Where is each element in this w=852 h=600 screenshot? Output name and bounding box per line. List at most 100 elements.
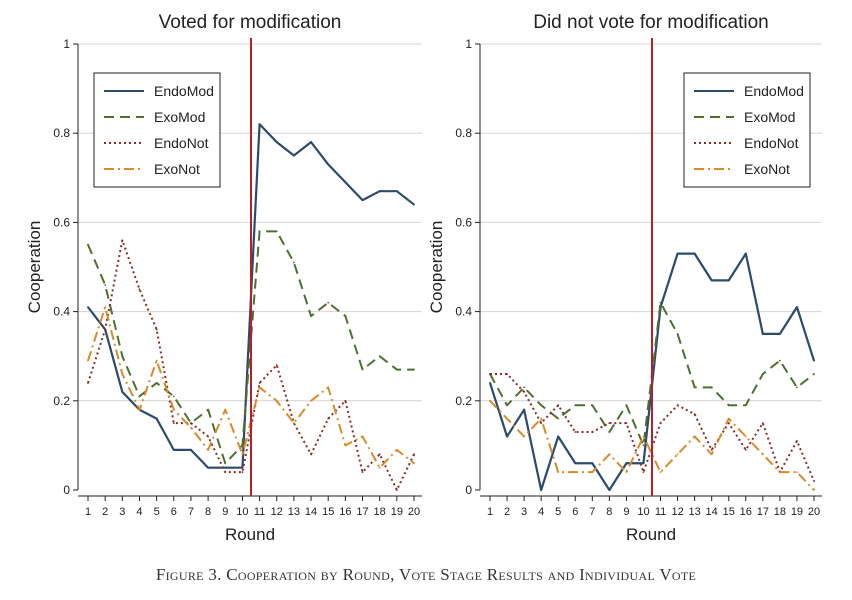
data-point [778,471,781,474]
data-point [710,448,713,451]
data-point [275,230,278,233]
data-point [761,422,764,424]
data-point [523,386,526,389]
x-tick-label: 14 [706,506,718,518]
data-point [190,448,192,451]
data-point [506,417,508,420]
y-tick-label: 0.6 [53,215,70,229]
x-tick-label: 18 [374,506,386,518]
data-point [727,279,730,282]
x-tick-label: 10 [236,506,248,518]
chart-panel-2: 00.20.40.60.811 2 3 4 5 6 7 8 9 10 11 12 13 14 15 16 17 1… [427,12,822,544]
data-point [224,462,227,465]
x-tick-label: 17 [757,506,769,518]
data-point [241,453,244,456]
data-point [224,408,227,411]
x-tick-label: 13 [689,506,701,518]
data-point [87,382,89,384]
data-point [813,359,815,362]
data-point [138,288,141,291]
data-point [104,306,107,309]
data-point [778,359,781,362]
data-point [574,462,577,465]
data-point [172,448,175,451]
data-point [413,368,415,371]
legend-label: ExoMod [154,109,205,125]
legend-label: ExoNot [154,161,200,177]
data-point [608,422,611,424]
data-point [625,462,628,465]
data-point [155,328,158,331]
data-point [104,283,107,286]
data-point [796,386,798,389]
data-point [275,399,278,402]
x-tick-label: 19 [391,506,403,518]
y-tick-label: 0.4 [53,305,70,319]
y-tick-label: 0.2 [53,394,70,408]
data-point [506,404,508,407]
data-point [258,382,261,384]
x-tick-label: 1 [487,506,493,518]
data-point [87,243,89,246]
data-point [121,373,124,375]
data-point [591,404,594,407]
data-point [207,448,210,451]
data-point [796,471,798,474]
x-tick-label: 6 [171,506,177,518]
data-point [557,417,560,420]
data-point [489,382,491,384]
x-tick-label: 12 [671,506,683,518]
data-point [172,408,175,411]
data-point [489,373,491,375]
data-point [659,301,662,304]
x-tick-label: 12 [271,506,283,518]
x-tick-label: 7 [589,506,595,518]
data-point [395,190,398,193]
data-point [591,462,594,465]
data-point [676,404,679,407]
data-point [258,230,261,233]
x-tick-label: 20 [408,506,420,518]
data-point [625,471,628,474]
data-point [87,359,89,362]
data-point [292,154,295,157]
chart-title: Voted for modification [159,12,342,33]
data-point [608,431,611,433]
data-point [557,404,560,407]
y-tick-label: 0.8 [53,126,70,140]
x-axis-label: Round [626,525,676,544]
data-point [378,466,381,469]
data-point [378,190,381,193]
data-point [693,413,696,416]
data-point [241,471,244,474]
figure-caption: Figure 3. Cooperation by Round, Vote Sta… [155,565,697,584]
series-line-exomod [87,230,414,465]
x-tick-label: 3 [119,506,125,518]
series-line-endonot [87,239,415,491]
x-tick-label: 4 [538,506,544,518]
data-point [676,333,679,335]
data-point [258,123,261,126]
x-tick-label: 6 [572,506,578,518]
x-tick-label: 9 [222,506,228,518]
y-axis-label: Cooperation [427,221,446,314]
x-tick-label: 9 [623,506,629,518]
data-point [258,386,261,389]
x-tick-label: 19 [791,506,803,518]
data-point [395,448,398,451]
x-tick-label: 2 [504,506,510,518]
y-tick-label: 1 [63,37,70,51]
data-point [557,471,560,474]
y-tick-label: 0.2 [455,394,472,408]
x-tick-label: 4 [136,506,142,518]
series-line-endonot [490,373,815,482]
x-tick-label: 13 [288,506,300,518]
data-point [275,141,278,144]
data-point [155,417,158,420]
x-tick-label: 16 [740,506,752,518]
data-point [813,489,815,491]
chart-panel-1: 00.20.40.60.811 2 3 4 5 6 7 8 9 10 11 12 13 14 15 16 17 1… [25,12,422,544]
data-point [676,252,679,255]
data-point [710,453,713,456]
data-point [310,141,312,144]
